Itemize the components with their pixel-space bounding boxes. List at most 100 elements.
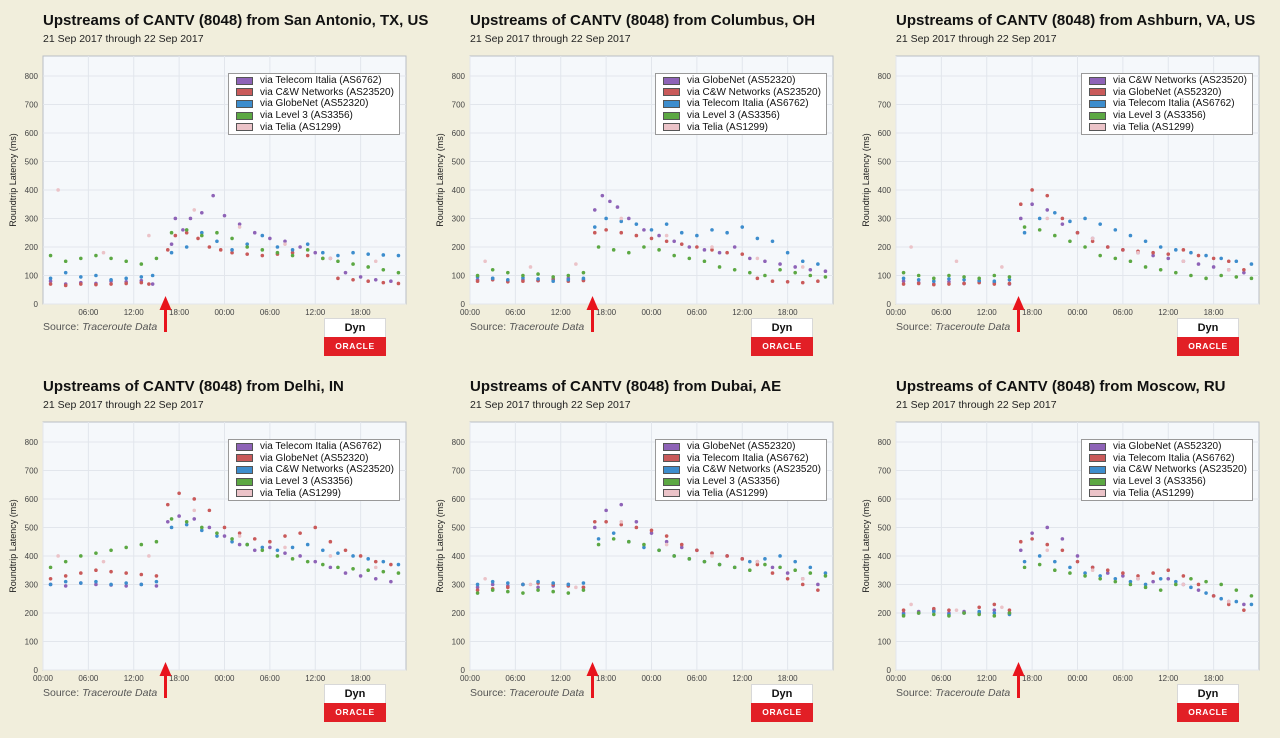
data-point [351,250,355,255]
data-point [56,554,60,558]
data-point [109,256,113,261]
data-point [619,502,624,507]
data-point [1196,588,1201,592]
data-point [992,279,997,283]
data-point [56,188,60,192]
chart-panel: Upstreams of CANTV (8048) from Columbus,… [435,12,890,372]
data-point [954,608,959,612]
data-point [823,571,828,575]
data-point [48,576,53,581]
x-tick-label: 18:00 [169,674,190,683]
scatter-plot: 0 100 200 300 400 500 600 700 800 00:00 06:00 12:00… [435,421,834,698]
legend-swatch [663,465,680,474]
data-point [592,225,597,229]
data-point [717,250,722,255]
dyn-logo: Dyn [1177,318,1239,338]
data-point [63,559,68,564]
data-point [366,279,370,283]
y-tick-label: 400 [878,552,892,561]
x-tick-label: 06:00 [78,674,99,683]
data-point [381,280,386,285]
legend-label: via Level 3 (AS3356) [260,476,353,488]
data-point [63,584,68,588]
data-point [763,562,767,567]
y-tick-label: 300 [878,580,892,589]
data-point [992,611,997,615]
data-point [770,279,775,283]
data-point [260,248,265,252]
data-point [755,236,760,241]
data-point [521,582,525,587]
x-tick-label: 00:00 [460,308,481,317]
data-point [48,253,53,258]
data-point [1018,548,1023,553]
data-point [1143,582,1148,587]
data-point [1234,599,1239,604]
data-point [1204,591,1208,595]
data-point [139,275,144,279]
source-name: Traceroute Data [509,321,585,333]
data-point [154,256,159,261]
x-tick-label: 06:00 [687,308,708,317]
data-point [1136,576,1140,581]
y-tick-label: 500 [878,523,892,532]
y-tick-label: 0 [34,300,39,309]
chart-legend: via C&W Networks (AS23520) via GlobeNet (… [1081,73,1253,135]
data-point [173,233,178,238]
data-point [785,279,790,284]
data-point [1121,574,1125,578]
data-point [755,559,760,564]
data-point [475,582,480,587]
data-point [1242,267,1246,272]
data-point [916,281,921,286]
legend-item: via Telia (AS1299) [229,487,399,499]
data-point [992,273,997,278]
data-point [1242,602,1246,607]
data-point [1196,582,1201,587]
data-point [1083,216,1087,221]
y-tick-label: 500 [452,523,466,532]
y-axis-label: Roundtrip Latency (ms) [435,499,445,593]
data-point [1075,230,1080,235]
legend-swatch [1089,465,1106,474]
source-name: Traceroute Data [82,687,158,699]
data-point [1128,579,1133,584]
data-point [1037,228,1042,232]
data-point [1219,596,1223,601]
data-point [634,222,639,226]
data-point [147,554,151,558]
y-tick-label: 100 [878,637,892,646]
data-point [1090,568,1095,573]
data-point [200,230,204,235]
data-point [506,270,510,275]
event-arrow-head [1012,662,1025,676]
data-point [1242,270,1246,275]
data-point [252,230,257,235]
y-tick-label: 500 [25,157,39,166]
data-point [260,548,265,553]
data-point [1045,525,1050,530]
data-point [389,562,393,567]
data-point [252,548,257,553]
legend-label: via Telecom Italia (AS6762) [260,75,382,87]
data-point [627,250,631,255]
legend-item: via Telecom Italia (AS6762) [229,75,399,87]
data-point [763,259,767,264]
data-point [725,250,729,255]
data-point [778,262,782,266]
data-point [396,562,401,567]
data-point [305,559,310,564]
data-point [596,537,601,541]
y-tick-label: 700 [452,466,466,475]
data-point [184,245,189,249]
chart-subtitle: 21 Sep 2017 through 22 Sep 2017 [470,399,631,411]
source-note: Source: Traceroute Data [896,321,1010,333]
data-point [1151,253,1155,258]
data-point [1174,582,1178,587]
legend-label: via Telia (AS1299) [687,487,768,499]
legend-label: via Level 3 (AS3356) [1113,110,1206,122]
y-tick-label: 100 [878,271,892,280]
y-tick-label: 800 [878,438,892,447]
x-tick-label: 12:00 [977,674,998,683]
data-point [351,262,355,266]
